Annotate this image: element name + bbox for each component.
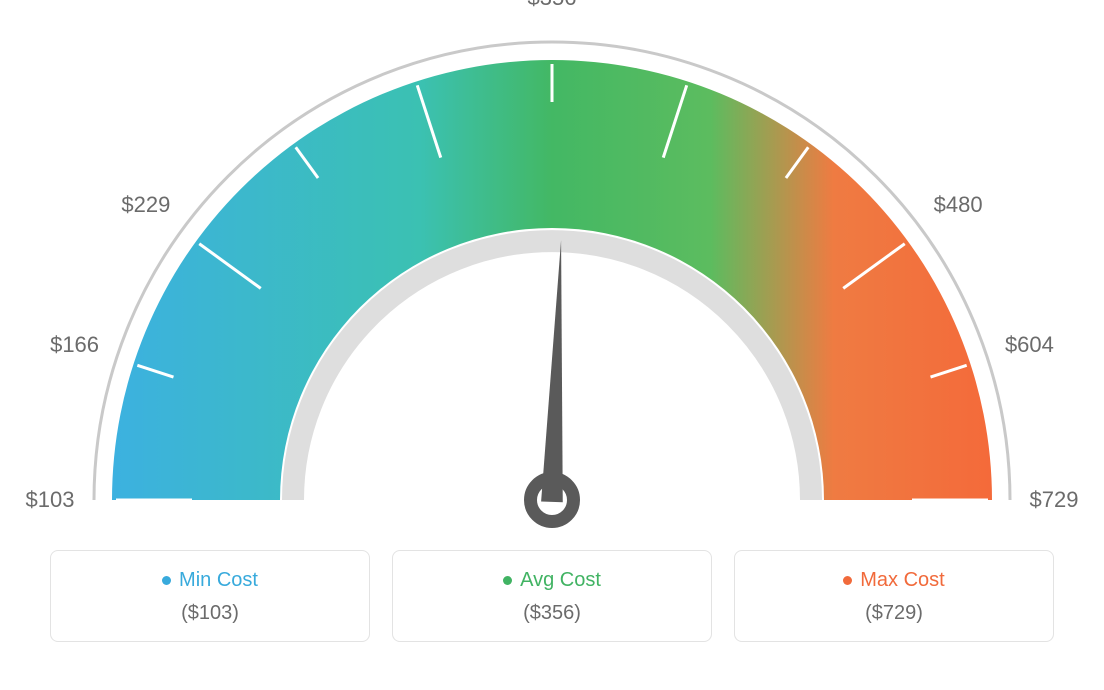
legend-title-avg: Avg Cost <box>503 569 601 592</box>
legend-label: Max Cost <box>860 569 944 592</box>
legend-title-min: Min Cost <box>162 569 258 592</box>
gauge-svg <box>0 0 1104 540</box>
legend-label: Avg Cost <box>520 569 601 592</box>
gauge-tick-label: $604 <box>1005 332 1054 358</box>
legend-value: ($729) <box>735 602 1053 625</box>
legend-label: Min Cost <box>179 569 258 592</box>
dot-icon <box>843 576 852 585</box>
dot-icon <box>162 576 171 585</box>
legend-card-max: Max Cost ($729) <box>734 550 1054 642</box>
legend-value: ($103) <box>51 602 369 625</box>
dot-icon <box>503 576 512 585</box>
gauge-tick-label: $356 <box>528 0 577 11</box>
legend-value: ($356) <box>393 602 711 625</box>
gauge-tick-label: $103 <box>26 487 75 513</box>
gauge-tick-label: $229 <box>121 192 170 218</box>
gauge-chart: $103 $166 $229 $356 $480 $604 $729 <box>0 0 1104 540</box>
gauge-tick-label: $480 <box>934 192 983 218</box>
legend-card-avg: Avg Cost ($356) <box>392 550 712 642</box>
legend-row: Min Cost ($103) Avg Cost ($356) Max Cost… <box>0 550 1104 642</box>
legend-title-max: Max Cost <box>843 569 944 592</box>
gauge-tick-label: $166 <box>50 332 99 358</box>
gauge-tick-label: $729 <box>1030 487 1079 513</box>
legend-card-min: Min Cost ($103) <box>50 550 370 642</box>
